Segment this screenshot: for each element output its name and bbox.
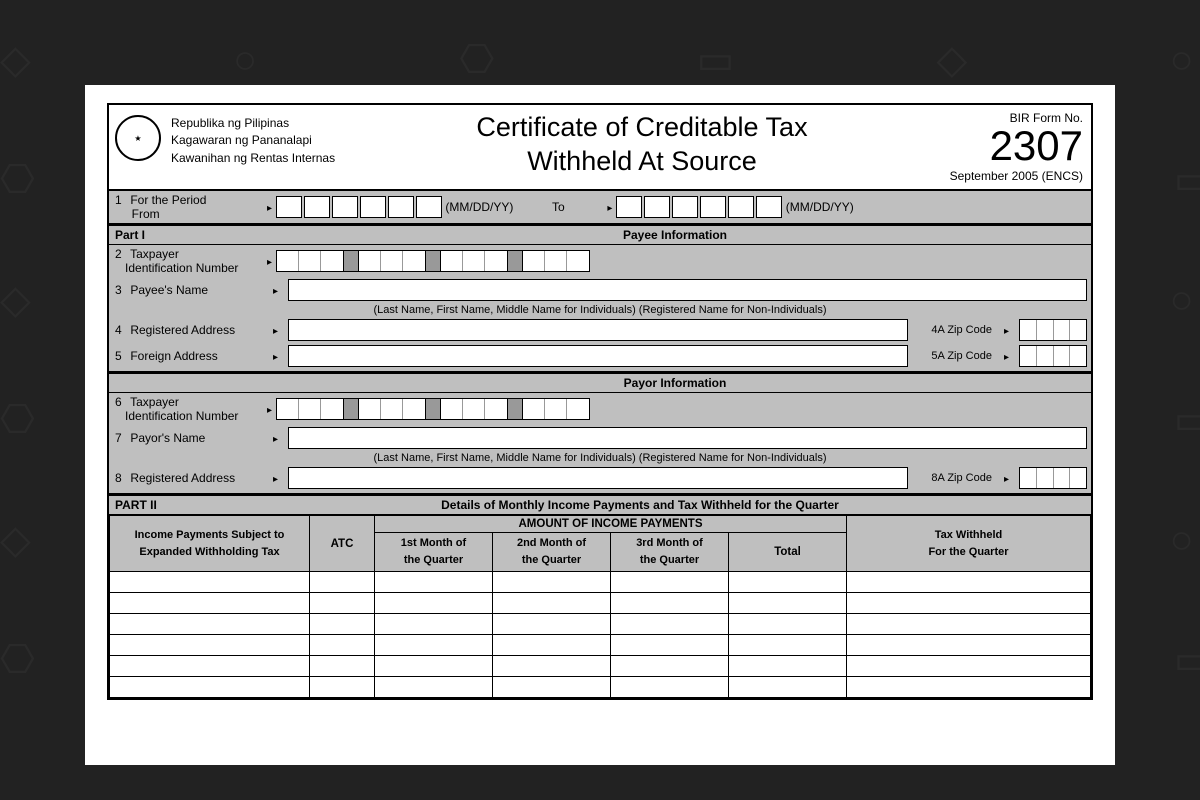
part1-header: Part I Payee Information [109, 224, 1091, 245]
field3-label: 3 Payee's Name [113, 283, 263, 297]
payor-header: Payor Information [109, 372, 1091, 393]
table-row[interactable] [110, 656, 1091, 677]
to-label: To [513, 200, 603, 214]
title-line2: Withheld At Source [381, 145, 903, 179]
document-page: ★ Republika ng Pilipinas Kagawaran ng Pa… [85, 85, 1115, 765]
fmt-label: (MM/DD/YY) [786, 200, 854, 214]
payee-reg-zip-input[interactable] [1019, 319, 1087, 341]
name-helper: (Last Name, First Name, Middle Name for … [109, 303, 1091, 317]
form-title: Certificate of Creditable Tax Withheld A… [381, 109, 903, 183]
arrow-icon [263, 200, 276, 214]
col-m3-header: 3rd Month ofthe Quarter [611, 533, 729, 572]
payor-reg-zip-input[interactable] [1019, 467, 1087, 489]
payor-title: Payor Information [265, 376, 1085, 390]
formno-value: 2307 [903, 125, 1083, 167]
field4-label: 4 Registered Address [113, 323, 263, 337]
table-row[interactable] [110, 593, 1091, 614]
part1-label: Part I [115, 228, 265, 242]
payor-name-input[interactable] [288, 427, 1087, 449]
field8-label: 8 Registered Address [113, 471, 263, 485]
field5-label: 5 Foreign Address [113, 349, 263, 363]
detail-table: Income Payments Subject to Expanded With… [109, 515, 1091, 698]
bir-seal-icon: ★ [115, 115, 161, 161]
part2-title: Details of Monthly Income Payments and T… [195, 498, 1085, 512]
table-row[interactable] [110, 635, 1091, 656]
payee-reg-address-input[interactable] [288, 319, 908, 341]
part2-header: PART II Details of Monthly Income Paymen… [109, 494, 1091, 515]
field8a-label: 8A Zip Code [914, 472, 994, 484]
payor-reg-address-input[interactable] [288, 467, 908, 489]
period-section: 1 For the Period From (MM/DD/YY) To (MM/… [109, 191, 1091, 224]
arrow-icon [1000, 323, 1013, 337]
table-row[interactable] [110, 677, 1091, 698]
payee-foreign-zip-input[interactable] [1019, 345, 1087, 367]
payor-section: 6 Taxpayer Identification Number 7 Payor… [109, 393, 1091, 494]
table-row[interactable] [110, 572, 1091, 593]
payee-name-input[interactable] [288, 279, 1087, 301]
period-from-input[interactable] [276, 196, 442, 218]
col-taxwithheld-header: Tax Withheld For the Quarter [847, 516, 1091, 572]
field6-label: 6 Taxpayer Identification Number [113, 395, 263, 423]
col-atc-header: ATC [310, 516, 375, 572]
gov-line3: Kawanihan ng Rentas Internas [171, 150, 381, 167]
gov-agency-text: Republika ng Pilipinas Kagawaran ng Pana… [171, 109, 381, 183]
arrow-icon [269, 283, 282, 297]
arrow-icon [269, 431, 282, 445]
payee-section: 2 Taxpayer Identification Number 3 Payee… [109, 245, 1091, 372]
col-m1-header: 1st Month ofthe Quarter [375, 533, 493, 572]
field5a-label: 5A Zip Code [914, 350, 994, 362]
form-header: ★ Republika ng Pilipinas Kagawaran ng Pa… [109, 105, 1091, 191]
payee-tin-input[interactable] [276, 250, 590, 272]
gov-line1: Republika ng Pilipinas [171, 115, 381, 132]
arrow-icon [269, 471, 282, 485]
formno-revision: September 2005 (ENCS) [903, 169, 1083, 183]
col-desc-header: Income Payments Subject to Expanded With… [110, 516, 310, 572]
arrow-icon [269, 323, 282, 337]
payor-tin-input[interactable] [276, 398, 590, 420]
period-to-input[interactable] [616, 196, 782, 218]
field2-label: 2 Taxpayer Identification Number [113, 247, 263, 275]
form-border: ★ Republika ng Pilipinas Kagawaran ng Pa… [107, 103, 1093, 700]
part1-title: Payee Information [265, 228, 1085, 242]
gov-line2: Kagawaran ng Pananalapi [171, 132, 381, 149]
fmt-label: (MM/DD/YY) [445, 200, 513, 214]
col-total-header: Total [729, 533, 847, 572]
arrow-icon [1000, 349, 1013, 363]
field4a-label: 4A Zip Code [914, 324, 994, 336]
arrow-icon [1000, 471, 1013, 485]
title-line1: Certificate of Creditable Tax [381, 111, 903, 145]
col-amount-header: AMOUNT OF INCOME PAYMENTS [375, 516, 847, 533]
name-helper: (Last Name, First Name, Middle Name for … [109, 451, 1091, 465]
arrow-icon [269, 349, 282, 363]
period-label: 1 For the Period From [113, 193, 263, 221]
col-m2-header: 2nd Month ofthe Quarter [493, 533, 611, 572]
arrow-icon [263, 254, 276, 268]
arrow-icon [603, 200, 616, 214]
arrow-icon [263, 402, 276, 416]
table-row[interactable] [110, 614, 1091, 635]
part2-label: PART II [115, 498, 195, 512]
field7-label: 7 Payor's Name [113, 431, 263, 445]
form-number-block: BIR Form No. 2307 September 2005 (ENCS) [903, 109, 1083, 183]
payee-foreign-address-input[interactable] [288, 345, 908, 367]
